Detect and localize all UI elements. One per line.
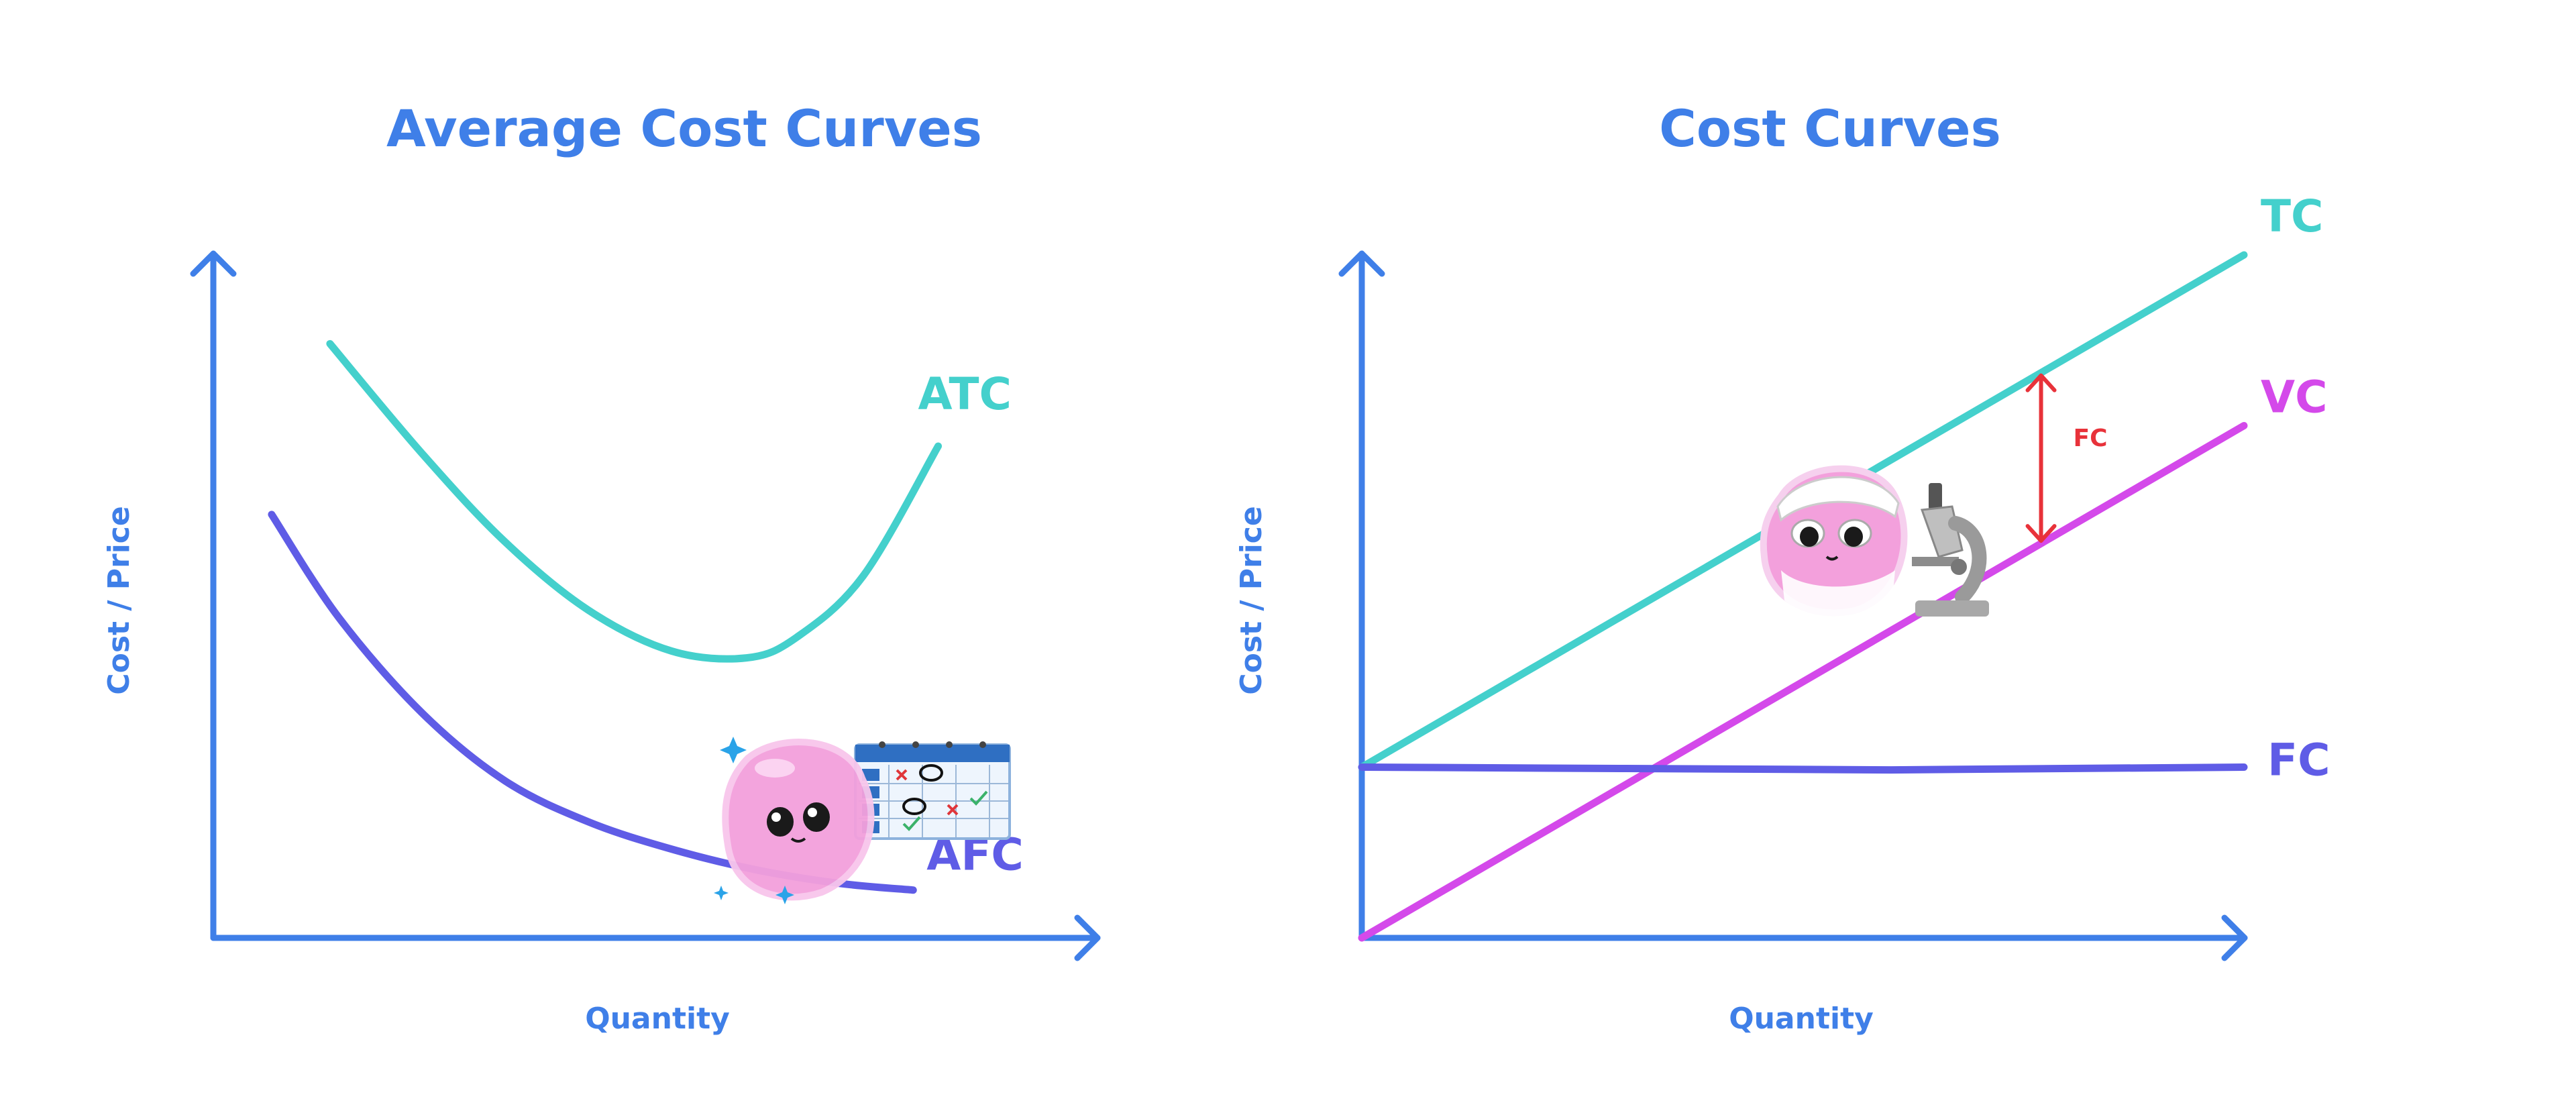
series-label-vc: VC bbox=[2261, 372, 2328, 423]
mascot-calendar-illustration bbox=[714, 737, 1011, 904]
series-label-fc: FC bbox=[2267, 735, 2330, 786]
chart-title: Average Cost Curves bbox=[386, 99, 982, 158]
series-line-fc bbox=[1358, 763, 2248, 774]
y-axis-label: Cost / Price bbox=[1234, 506, 1269, 694]
annotations: FC bbox=[2025, 373, 2108, 543]
microscope-icon bbox=[1912, 483, 1989, 617]
x-axis-label: Quantity bbox=[1729, 1002, 1874, 1036]
y-axis bbox=[1338, 250, 1385, 941]
cost-curves-chart: Cost Curves Cost / Price Quantity FC TC V… bbox=[1234, 99, 2330, 1036]
y-axis bbox=[190, 250, 237, 941]
y-axis-label: Cost / Price bbox=[102, 506, 136, 694]
x-axis-label: Quantity bbox=[585, 1002, 730, 1036]
x-axis bbox=[210, 914, 1101, 961]
series-line-atc bbox=[326, 339, 943, 663]
mascot-icon bbox=[714, 737, 875, 904]
fc-gap-label: FC bbox=[2074, 425, 2108, 452]
mascot-icon bbox=[1760, 465, 1908, 619]
chart-title: Cost Curves bbox=[1659, 99, 2001, 158]
calendar-icon bbox=[854, 741, 1011, 840]
series-labels: TC VC FC bbox=[2261, 191, 2330, 786]
series-line-vc bbox=[1358, 422, 2248, 942]
mascot-microscope-illustration bbox=[1760, 465, 1989, 619]
average-cost-chart: Average Cost Curves Cost / Price Quantit… bbox=[102, 99, 1101, 1036]
x-axis bbox=[1358, 914, 2248, 961]
series-label-tc: TC bbox=[2261, 191, 2323, 242]
series-label-atc: ATC bbox=[918, 368, 1012, 420]
fc-gap-arrow bbox=[2025, 373, 2057, 543]
